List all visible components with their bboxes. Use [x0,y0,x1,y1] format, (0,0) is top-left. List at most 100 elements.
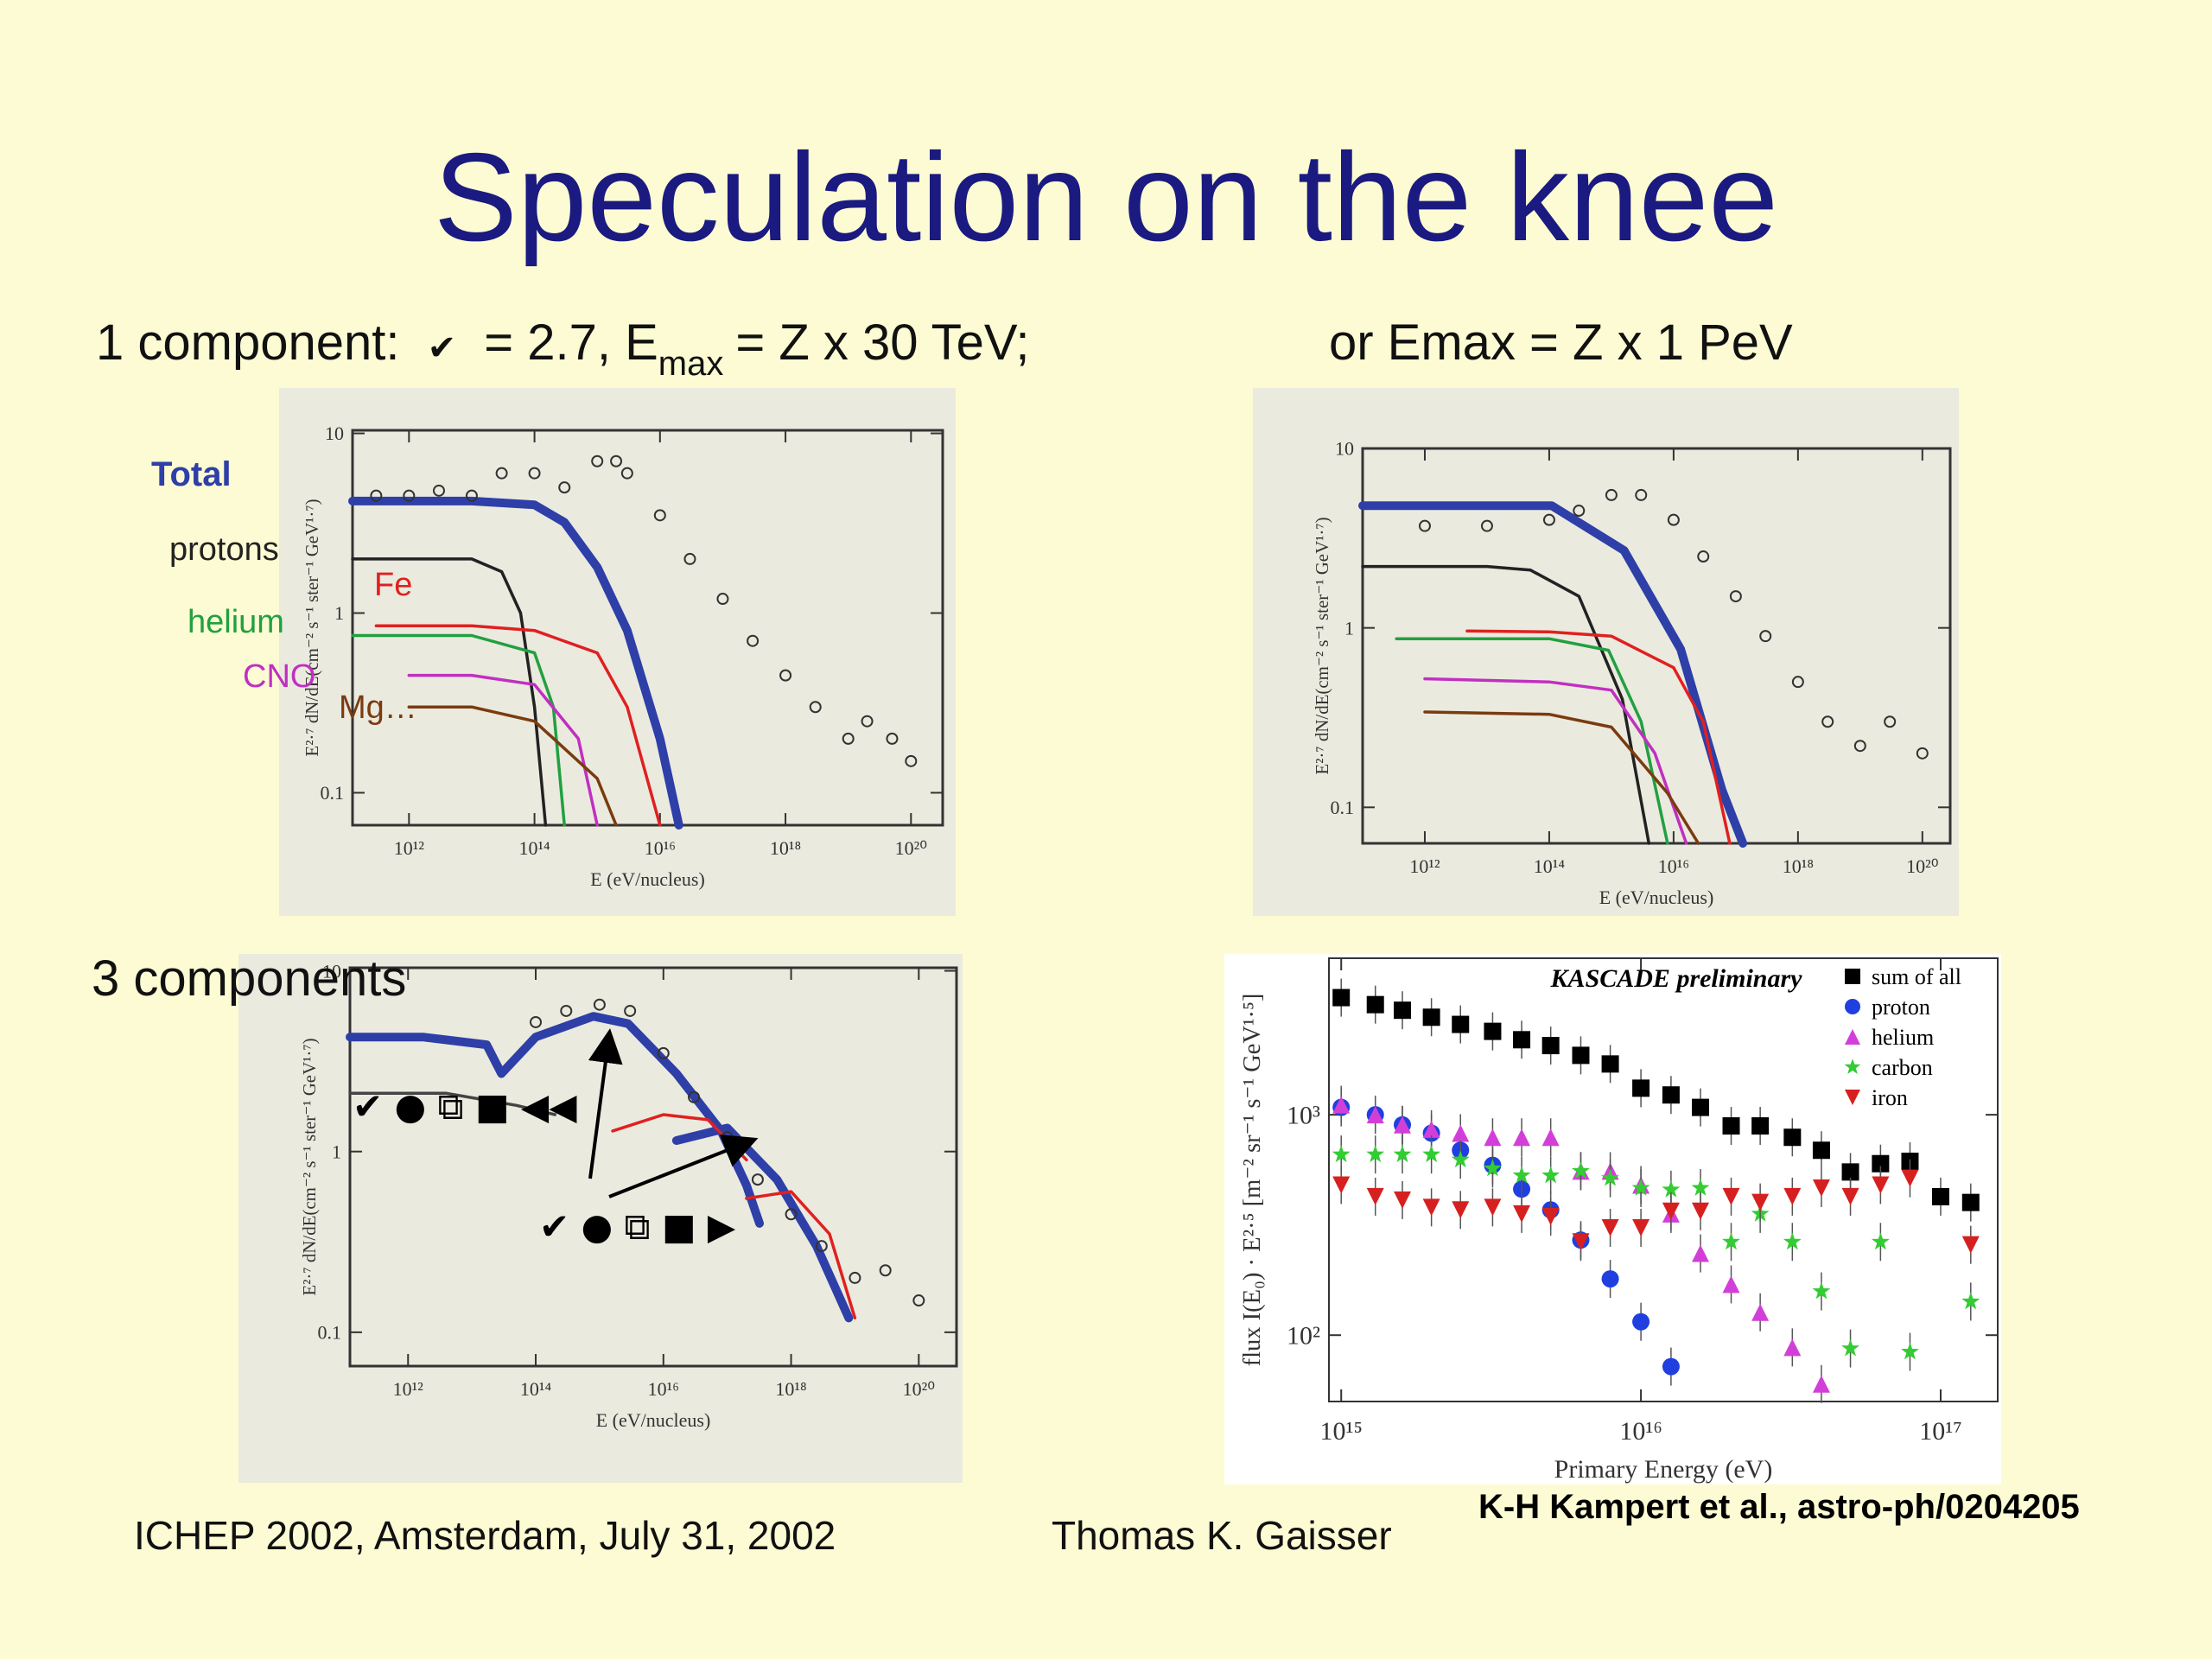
y-axis-label: E²·⁷ dN/dE(cm⁻² s⁻¹ ster⁻¹ GeV¹·⁷) [299,1038,320,1295]
point [1484,1022,1502,1040]
point [1513,1128,1531,1147]
chart-source: K-H Kampert et al., astro-ph/0204205 [1478,1488,2080,1526]
x-tick-label: 10¹² [393,1378,424,1400]
y-tick-label: 1 [1344,617,1354,639]
point [610,454,623,467]
x-tick-label: 10¹⁴ [520,1378,552,1400]
point [1513,1031,1531,1049]
y-axis-label: E²·⁷ dN/dE(cm⁻² s⁻¹ ster⁻¹ GeV¹·⁷) [302,499,322,756]
point [1916,747,1929,760]
point [591,454,604,467]
point [1751,1303,1770,1321]
heading-symbol: ✔ [428,329,457,367]
point [1722,1187,1740,1205]
point [1394,1191,1412,1209]
point [530,1015,543,1028]
point [1601,1270,1619,1288]
series-line [1465,629,1732,845]
point [905,754,918,767]
point [370,489,383,502]
slide-title: Speculation on the knee [434,127,1778,267]
overlay [588,1028,759,1198]
series-line [745,1190,857,1320]
point [785,1208,798,1221]
point [1631,1179,1650,1196]
point [1751,1193,1770,1211]
y-tick-label: 10 [1335,438,1354,460]
point [1332,1176,1351,1194]
point [1812,1281,1831,1300]
point [1812,1141,1830,1160]
point [1366,995,1384,1014]
y-tick-label: 10 [325,423,344,444]
point [1662,1202,1680,1220]
point [1452,1201,1470,1219]
series-line [1395,637,1669,845]
series-line [1423,677,1688,845]
point [1692,1098,1710,1116]
point [747,634,760,647]
point [1332,1096,1351,1114]
point [1691,1179,1710,1196]
y-tick-label: 0.1 [318,1322,342,1344]
y-tick-label: 10² [1287,1322,1320,1351]
series-label: Mg… [339,690,417,726]
legend-marker [1844,1058,1861,1074]
chart-panel [1253,388,1959,916]
point [1722,1232,1740,1250]
point [620,467,633,480]
point [1393,1145,1412,1163]
point [1853,740,1866,753]
heading-lead: 1 component: [96,315,399,371]
point [653,509,666,522]
x-tick-label: 10²⁰ [895,837,928,859]
point [1422,1120,1440,1138]
arrow [588,1028,623,1179]
y-tick-label: 10 [322,960,341,982]
point [1541,1037,1560,1055]
point [1332,988,1351,1007]
series-line [351,557,548,827]
y-tick-label: 0.1 [321,782,345,804]
point [1573,505,1586,518]
point [1484,1159,1502,1177]
point [1605,488,1618,501]
chart: 10¹⁵ 10¹⁶ 10¹⁷ 10² 10³ Primary Energy (eV) flu… [1224,954,2080,1526]
legend-marker [1845,1029,1860,1045]
point [1872,1176,1890,1194]
x-tick-label: 10¹² [1409,855,1440,877]
point [879,1264,892,1277]
point [1422,1145,1441,1163]
chart-panel [279,388,956,916]
point [1632,1218,1650,1236]
chart-title: KASCADE preliminary [1550,964,1803,993]
x-axis-label: E (eV/nucleus) [1599,887,1714,908]
point [1366,1145,1385,1163]
y-axis-label: E²·⁷ dN/dE(cm⁻² s⁻¹ ster⁻¹ GeV¹·⁷) [1312,517,1332,774]
point [1601,1168,1619,1186]
annotation: ✔ ● ⧉ ■ ▶ [539,1205,736,1248]
point [716,593,729,606]
x-tick-label: 10¹⁶ [645,837,676,859]
point [1394,1001,1412,1020]
point [1841,1163,1859,1181]
point [1692,1244,1710,1262]
point [1422,1008,1440,1027]
series-line [407,705,618,827]
point [1366,1106,1384,1124]
plot-frame [348,966,958,1368]
point [1366,1187,1384,1205]
point [432,484,445,497]
point [1872,1154,1890,1173]
point [624,1004,637,1017]
point [1722,1275,1740,1294]
point [1783,1128,1802,1147]
legend-label: sum of all [1872,964,1961,989]
point [1931,1187,1949,1205]
point [1484,1198,1502,1217]
point [1418,519,1431,532]
point [886,732,899,745]
arrow [608,1135,759,1198]
